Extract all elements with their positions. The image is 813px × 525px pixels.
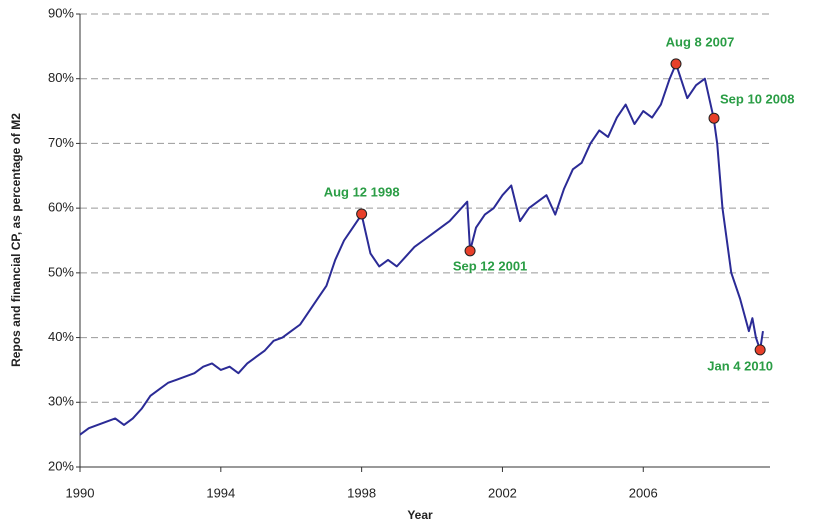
annotation-label: Sep 12 2001 <box>453 258 527 273</box>
annotation-point <box>670 58 682 70</box>
y-axis-title: Repos and financial CP, as percentage of… <box>9 113 23 367</box>
annotation-label: Sep 10 2008 <box>720 92 794 107</box>
annotation-point <box>356 208 368 220</box>
x-tick-label: 1994 <box>206 485 235 500</box>
y-tick-label: 60% <box>48 200 74 215</box>
y-tick-label: 70% <box>48 135 74 150</box>
annotation-label: Aug 12 1998 <box>324 184 400 199</box>
annotation-point <box>754 344 766 356</box>
annotation-label: Jan 4 2010 <box>707 358 773 373</box>
y-tick-label: 90% <box>48 5 74 20</box>
data-line <box>79 62 764 436</box>
y-tick-label: 40% <box>48 329 74 344</box>
y-tick-label: 50% <box>48 264 74 279</box>
annotation-label: Aug 8 2007 <box>666 34 735 49</box>
y-tick-label: 20% <box>48 458 74 473</box>
x-tick-label: 2006 <box>629 485 658 500</box>
y-tick-label: 80% <box>48 70 74 85</box>
x-tick-label: 1998 <box>347 485 376 500</box>
x-tick-label: 1990 <box>66 485 95 500</box>
x-axis-title: Year <box>407 508 433 522</box>
annotation-point <box>708 112 720 124</box>
y-tick-label: 30% <box>48 394 74 409</box>
annotation-point <box>464 245 476 257</box>
x-tick-label: 2002 <box>488 485 517 500</box>
